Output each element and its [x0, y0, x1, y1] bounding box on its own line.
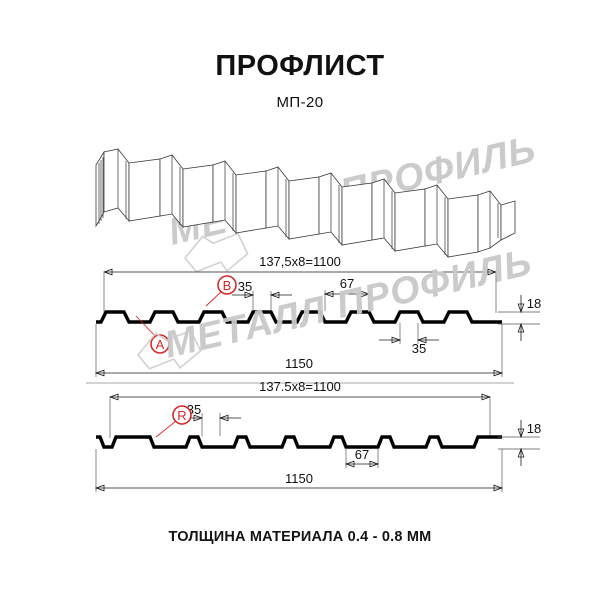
- dim-flat-bottom: 67: [355, 447, 369, 462]
- dim-pitch-top: 137,5x8=1100: [259, 254, 341, 269]
- dim-flat-top: 67: [340, 276, 354, 291]
- callout-b-label: B: [223, 278, 232, 293]
- cross-section-bottom: 137.5x8=1100 35 67 18 1150: [94, 379, 541, 492]
- profile-polyline-bottom: [96, 435, 502, 449]
- watermark-text-bottom: МЕТАЛЛ ПРОФИЛЬ: [161, 241, 537, 366]
- page-title: ПРОФЛИСТ: [215, 50, 385, 82]
- footer-note: ТОЛЩИНА МАТЕРИАЛА 0.4 - 0.8 ММ: [168, 529, 432, 545]
- page-subtitle: МП-20: [276, 94, 324, 111]
- dim-overall-bottom: 1150: [285, 471, 313, 486]
- cross-section-top: 137,5x8=1100 35 67 35 18: [94, 254, 541, 377]
- dim-height-bottom: 18: [527, 421, 541, 436]
- dim-rib-bottom-top: 35: [412, 341, 426, 356]
- callout-r-label: R: [177, 408, 186, 423]
- callout-a-label: A: [156, 337, 165, 352]
- dim-overall-top: 1150: [285, 356, 313, 371]
- title-block: ПРОФЛИСТ МП-20: [0, 50, 600, 112]
- callout-b: B: [205, 275, 237, 307]
- dim-rib-top: 35: [238, 279, 252, 294]
- profile-polyline-top: [96, 310, 502, 324]
- dim-height-top: 18: [527, 296, 541, 311]
- isometric-sheet-view: [95, 148, 516, 259]
- dim-pitch-bottom: 137.5x8=1100: [259, 379, 341, 394]
- callout-r: R: [155, 405, 192, 438]
